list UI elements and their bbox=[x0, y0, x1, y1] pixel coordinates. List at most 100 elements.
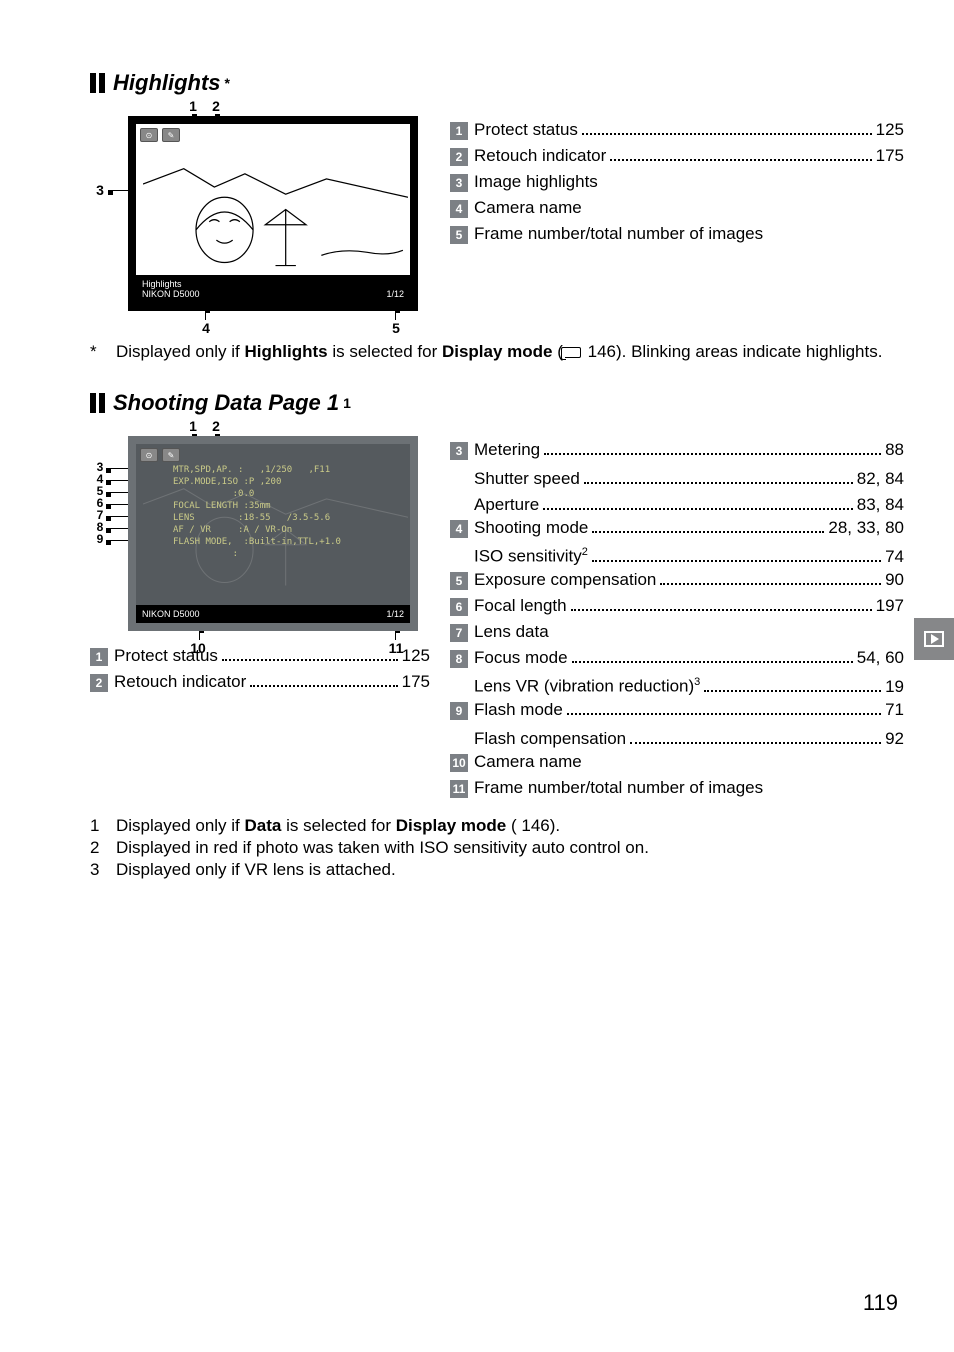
ref-page: 175 bbox=[876, 146, 904, 166]
ref-num: 6 bbox=[450, 598, 468, 616]
ref-label: Flash mode bbox=[474, 700, 563, 720]
ref-num: 7 bbox=[450, 624, 468, 642]
heading-text: Highlights bbox=[113, 70, 221, 96]
ref-label: Aperture bbox=[474, 495, 539, 515]
ref-num: 5 bbox=[450, 226, 468, 244]
ref-item: 7Lens data bbox=[450, 622, 904, 646]
ref-item: 8Focus mode54, 60 bbox=[450, 648, 904, 672]
ref-list-highlights: 1Protect status1252Retouch indicator1753… bbox=[450, 120, 904, 248]
ref-item: Lens VR (vibration reduction)3 19 bbox=[450, 674, 904, 698]
ref-item: Shutter speed 82, 84 bbox=[450, 466, 904, 490]
ref-label: Image highlights bbox=[474, 172, 598, 192]
ref-num: 3 bbox=[450, 442, 468, 460]
callout-2: 2 bbox=[208, 418, 224, 434]
ref-page: 175 bbox=[402, 672, 430, 692]
ref-page: 90 bbox=[885, 570, 904, 590]
ref-label: Lens VR (vibration reduction)3 bbox=[474, 676, 700, 697]
ref-page: 82, 84 bbox=[857, 469, 904, 489]
side-tab-playback bbox=[914, 618, 954, 660]
ref-label: ISO sensitivity2 bbox=[474, 546, 588, 567]
ref-num: 4 bbox=[450, 520, 468, 538]
callout-10: 10 bbox=[190, 640, 206, 656]
callout-4: 4 bbox=[198, 320, 214, 336]
ref-num: 10 bbox=[450, 754, 468, 772]
ref-page: 88 bbox=[885, 440, 904, 460]
ref-item: 1Protect status125 bbox=[450, 120, 904, 144]
ref-page: 197 bbox=[876, 596, 904, 616]
ref-num: 9 bbox=[450, 702, 468, 720]
heading-bars bbox=[90, 393, 105, 413]
camera-name-label: NIKON D5000 bbox=[142, 609, 200, 619]
footnote-text: Displayed in red if photo was taken with… bbox=[116, 838, 649, 858]
bottom-strip: Highlights NIKON D5000 1/12 bbox=[136, 275, 410, 303]
ref-item: 10 Camera name bbox=[450, 752, 904, 776]
footnotes-shooting: 1Displayed only if Data is selected for … bbox=[90, 816, 904, 880]
callout-1: 1 bbox=[185, 98, 201, 114]
ref-item: 2 Retouch indicator 175 bbox=[90, 672, 430, 696]
bottom-strip: NIKON D5000 1/12 bbox=[136, 605, 410, 623]
ref-item: 6 Focal length 197 bbox=[450, 596, 904, 620]
ref-page: 28, 33, 80 bbox=[828, 518, 904, 538]
ref-item: 5Frame number/total number of images bbox=[450, 224, 904, 248]
retouch-icon: ✎ bbox=[162, 448, 180, 462]
heading-text: Shooting Data Page 1 bbox=[113, 390, 339, 416]
ref-page: 83, 84 bbox=[857, 495, 904, 515]
footnote-mark: * bbox=[90, 342, 104, 362]
heading-sup: * bbox=[225, 75, 230, 91]
lcd-shooting: ⊙ ✎ MTR,SPD,AP. : ,1/250 ,F11 EXP. bbox=[128, 436, 418, 631]
footnote-text: Displayed only if Highlights is selected… bbox=[116, 342, 882, 362]
footnote-row: 3 Displayed only if VR lens is attached. bbox=[90, 860, 904, 880]
ref-item: 4 Camera name bbox=[450, 198, 904, 222]
heading-bars bbox=[90, 73, 105, 93]
top-icons: ⊙ ✎ bbox=[140, 448, 180, 462]
playback-icon bbox=[924, 631, 944, 647]
ref-num: 11 bbox=[450, 780, 468, 798]
ref-item: 3Metering88 bbox=[450, 440, 904, 464]
top-icons: ⊙ ✎ bbox=[140, 128, 180, 142]
callout-1: 1 bbox=[185, 418, 201, 434]
ref-item: ISO sensitivity2 74 bbox=[450, 544, 904, 568]
ref-label: Frame number/total number of images bbox=[474, 778, 763, 798]
figure-highlights: 1 2 3 4 5 ⊙ ✎ bbox=[90, 98, 430, 336]
ref-page: 19 bbox=[885, 677, 904, 697]
ref-num: 5 bbox=[450, 572, 468, 590]
ref-label: Shutter speed bbox=[474, 469, 580, 489]
footnote-num: 3 bbox=[90, 860, 108, 880]
ref-label: Flash compensation bbox=[474, 729, 626, 749]
ref-item: 11 Frame number/total number of images bbox=[450, 778, 904, 802]
ref-num: 8 bbox=[450, 650, 468, 668]
ref-label: Retouch indicator bbox=[474, 146, 606, 166]
ref-page: 92 bbox=[885, 729, 904, 749]
lcd-highlights: ⊙ ✎ bbox=[128, 116, 418, 311]
heading-sup: 1 bbox=[343, 395, 351, 411]
ref-label: Camera name bbox=[474, 752, 582, 772]
ref-label: Protect status bbox=[474, 120, 578, 140]
ref-item: 4Shooting mode28, 33, 80 bbox=[450, 518, 904, 542]
camera-name-label: NIKON D5000 bbox=[142, 289, 200, 299]
ref-num: 2 bbox=[90, 674, 108, 692]
footnote-row: 2Displayed in red if photo was taken wit… bbox=[90, 838, 904, 858]
footnote-row: 1Displayed only if Data is selected for … bbox=[90, 816, 904, 836]
ref-item: Flash compensation 92 bbox=[450, 726, 904, 750]
page-number: 119 bbox=[863, 1290, 898, 1316]
frame-counter: 1/12 bbox=[386, 289, 404, 299]
ref-item: 3 Image highlights bbox=[450, 172, 904, 196]
footnote-text: Displayed only if VR lens is attached. bbox=[116, 860, 396, 880]
ref-item: 2Retouch indicator175 bbox=[450, 146, 904, 170]
ref-label: Focal length bbox=[474, 596, 567, 616]
retouch-icon: ✎ bbox=[162, 128, 180, 142]
ref-num: 4 bbox=[450, 200, 468, 218]
figure-shooting: 1 2 3456789 10 11 ⊙ ✎ bbox=[90, 418, 430, 656]
book-icon bbox=[565, 347, 581, 358]
ref-label: Focus mode bbox=[474, 648, 568, 668]
ref-label: Camera name bbox=[474, 198, 582, 218]
highlights-label: Highlights bbox=[142, 279, 182, 289]
ref-label: Retouch indicator bbox=[114, 672, 246, 692]
ref-page: 74 bbox=[885, 547, 904, 567]
callout-2: 2 bbox=[208, 98, 224, 114]
callout-3: 3 bbox=[92, 182, 108, 198]
frame-counter: 1/12 bbox=[386, 609, 404, 619]
heading-shooting: Shooting Data Page 1 1 bbox=[90, 390, 904, 416]
ref-item: 9Flash mode71 bbox=[450, 700, 904, 724]
ref-num: 3 bbox=[450, 174, 468, 192]
